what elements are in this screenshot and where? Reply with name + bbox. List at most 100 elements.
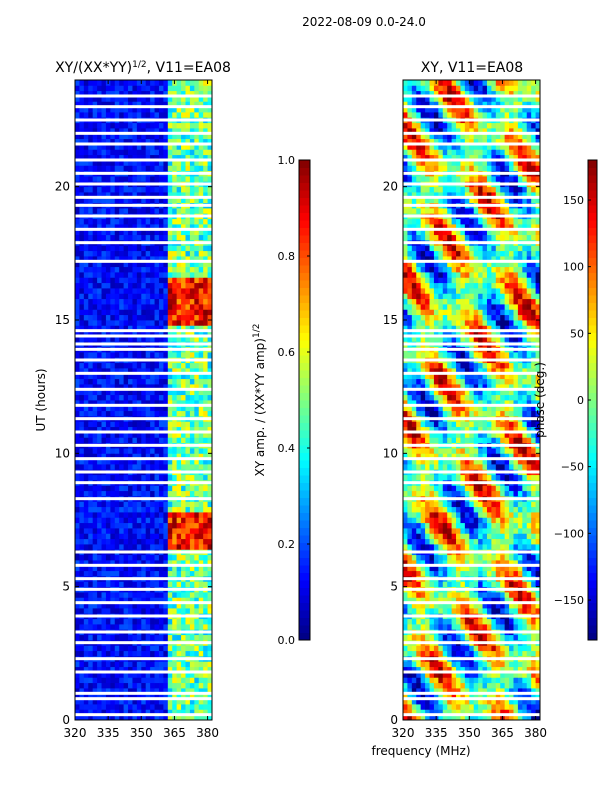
- amplitude-cell: [172, 512, 178, 518]
- amplitude-cell: [185, 106, 191, 113]
- amplitude-cell: [101, 325, 107, 332]
- phase-cell: [407, 538, 413, 545]
- amplitude-cell: [207, 458, 213, 465]
- phase-cell: [416, 709, 422, 716]
- amplitude-cell: [158, 160, 164, 166]
- amplitude-cell: [136, 106, 142, 113]
- colorbar-step: [299, 460, 310, 468]
- amplitude-cell: [110, 80, 116, 86]
- amplitude-cell: [150, 389, 155, 396]
- phase-cell: [442, 677, 448, 684]
- amplitude-cell: [167, 448, 173, 454]
- amplitude-cell: [194, 560, 200, 566]
- amplitude-cell: [172, 688, 178, 694]
- amplitude-cell: [75, 458, 80, 465]
- amplitude-cell: [101, 368, 107, 374]
- amplitude-cell: [136, 176, 142, 182]
- amplitude-cell: [110, 261, 116, 268]
- phase-cell: [478, 533, 483, 540]
- phase-cell: [500, 538, 506, 545]
- amplitude-cell: [128, 474, 133, 481]
- amplitude-cell: [123, 373, 129, 380]
- amplitude-cell: [105, 426, 111, 433]
- phase-cell: [517, 608, 523, 614]
- amplitude-cell: [189, 400, 195, 406]
- amplitude-cell: [158, 432, 164, 438]
- amplitude-cell: [194, 672, 200, 678]
- amplitude-cell: [110, 218, 116, 225]
- amplitude-cell: [79, 709, 85, 716]
- amplitude-cell: [163, 330, 169, 337]
- phase-cell: [460, 688, 466, 694]
- amplitude-cell: [75, 90, 80, 97]
- amplitude-cell: [83, 421, 89, 428]
- amplitude-cell: [176, 314, 182, 321]
- amplitude-cell: [185, 250, 191, 257]
- phase-cell: [456, 666, 461, 673]
- amplitude-cell: [136, 261, 142, 268]
- amplitude-cell: [75, 533, 80, 540]
- amplitude-cell: [132, 154, 138, 161]
- amplitude-cell: [83, 90, 89, 97]
- phase-cell: [433, 677, 439, 684]
- amplitude-cell: [181, 208, 186, 214]
- phase-cell: [473, 698, 479, 705]
- phase-cell: [407, 624, 413, 630]
- amplitude-cell: [110, 368, 116, 374]
- amplitude-cell: [185, 186, 191, 193]
- amplitude-cell: [88, 602, 94, 609]
- amplitude-cell: [189, 293, 195, 300]
- amplitude-cell: [88, 554, 94, 561]
- amplitude-cell: [163, 426, 169, 433]
- amplitude-cell: [172, 448, 178, 454]
- amplitude-cell: [83, 554, 89, 561]
- amplitude-cell: [158, 565, 164, 572]
- amplitude-cell: [83, 112, 89, 118]
- amplitude-cell: [198, 677, 204, 684]
- amplitude-cell: [79, 160, 85, 166]
- amplitude-cell: [163, 378, 169, 385]
- amplitude-cell: [75, 250, 80, 257]
- colorbar-step: [299, 407, 310, 416]
- amplitude-cell: [141, 330, 147, 337]
- amplitude-cell: [92, 624, 98, 630]
- amplitude-cell: [207, 565, 213, 572]
- amplitude-cell: [176, 464, 182, 470]
- amplitude-cell: [136, 256, 142, 262]
- phase-cell: [486, 645, 492, 652]
- amplitude-cell: [150, 437, 155, 444]
- phase-cell: [403, 544, 408, 550]
- amplitude-cell: [189, 485, 195, 492]
- amplitude-cell: [158, 234, 164, 241]
- amplitude-cell: [128, 389, 133, 396]
- amplitude-cell: [75, 512, 80, 518]
- phase-cell: [425, 682, 430, 689]
- amplitude-cell: [163, 186, 169, 193]
- amplitude-cell: [145, 197, 151, 204]
- amplitude-cell: [123, 714, 129, 721]
- amplitude-cell: [198, 314, 204, 321]
- phase-cell: [416, 528, 422, 534]
- amplitude-cell: [172, 144, 178, 150]
- amplitude-cell: [119, 394, 125, 401]
- amplitude-cell: [203, 618, 208, 625]
- amplitude-cell: [75, 160, 80, 166]
- amplitude-cell: [203, 597, 208, 604]
- amplitude-cell: [88, 149, 94, 156]
- amplitude-cell: [154, 581, 160, 588]
- amplitude-cell: [136, 682, 142, 689]
- amplitude-cell: [83, 144, 89, 150]
- amplitude-cell: [176, 128, 182, 134]
- amplitude-cell: [97, 229, 102, 236]
- amplitude-cell: [141, 80, 147, 86]
- amplitude-cell: [105, 458, 111, 465]
- phase-cell: [403, 597, 408, 604]
- amplitude-cell: [158, 320, 164, 326]
- amplitude-cell: [105, 661, 111, 668]
- amplitude-cell: [163, 96, 169, 102]
- amplitude-cell: [145, 224, 151, 230]
- amplitude-cell: [176, 528, 182, 534]
- amplitude-cell: [150, 517, 155, 524]
- amplitude-cell: [88, 560, 94, 566]
- amplitude-cell: [136, 138, 142, 145]
